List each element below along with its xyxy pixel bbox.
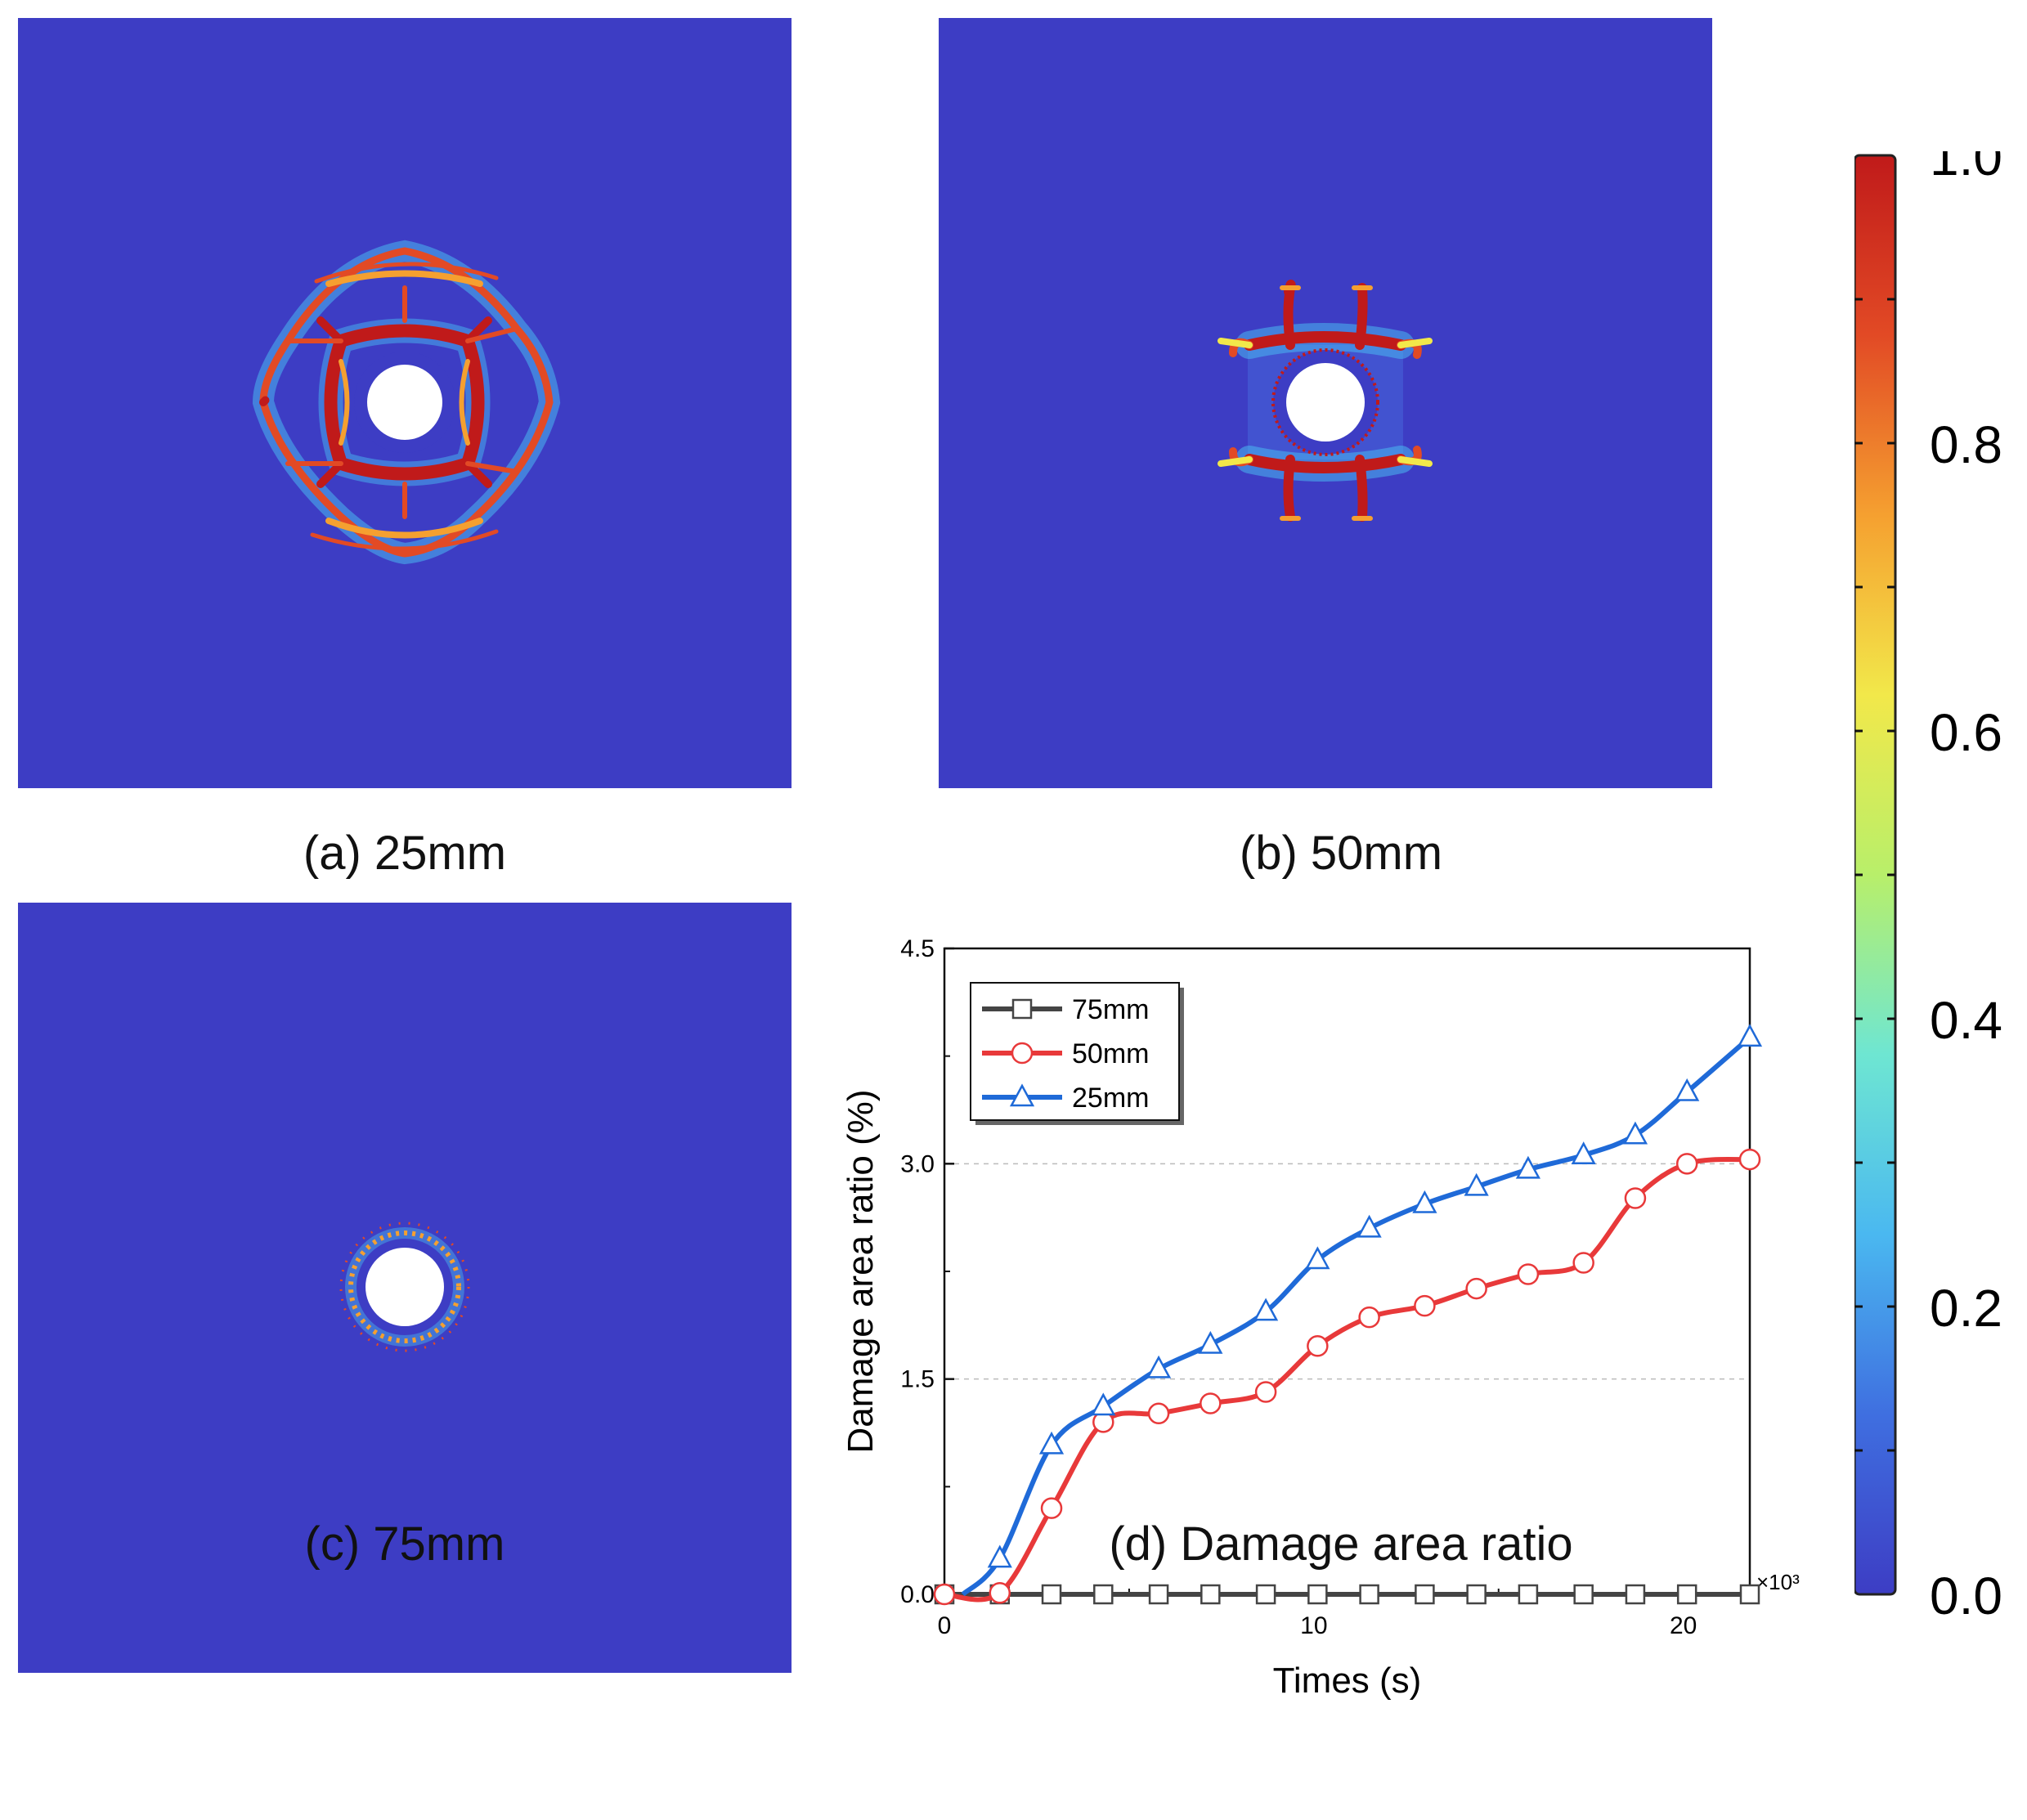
data-point-50mm xyxy=(1572,1252,1594,1274)
data-point-25mm xyxy=(1357,1214,1382,1238)
data-point-25mm xyxy=(1146,1355,1172,1378)
damage-pattern-75mm xyxy=(339,1222,470,1352)
damage-pattern-25mm xyxy=(252,240,561,565)
data-point-25mm xyxy=(1571,1141,1596,1165)
data-point-50mm xyxy=(1414,1294,1436,1317)
series-line-25mm xyxy=(961,1035,1751,1597)
data-point-50mm xyxy=(1738,1148,1761,1171)
damage-colorbar: 1.0 0.8 0.6 0.4 0.2 0.0 xyxy=(1854,151,2002,1623)
data-point-75mm xyxy=(1415,1584,1435,1605)
y-tick-label: 4.5 xyxy=(900,935,935,962)
data-point-75mm xyxy=(1148,1584,1169,1605)
data-point-50mm xyxy=(989,1581,1011,1604)
data-point-50mm xyxy=(1147,1402,1170,1425)
data-point-25mm xyxy=(1675,1078,1700,1101)
data-point-75mm xyxy=(1676,1584,1697,1605)
damage-contour-75mm xyxy=(18,903,792,1673)
data-point-75mm xyxy=(1625,1584,1646,1605)
caption-50mm: (b) 50mm xyxy=(1239,827,1443,880)
x-tick-label: 20 xyxy=(1670,1612,1697,1639)
data-point-50mm xyxy=(933,1583,956,1606)
x-axis-label: Times (s) xyxy=(1273,1661,1422,1701)
data-point-50mm xyxy=(1307,1335,1329,1357)
x-tick-label: 10 xyxy=(1300,1612,1327,1639)
data-point-75mm xyxy=(1041,1584,1062,1605)
series-75mm xyxy=(934,1584,1760,1605)
data-point-50mm xyxy=(1040,1497,1063,1519)
damage-pattern-50mm xyxy=(1218,280,1433,522)
y-axis-label: Damage area ratio (%) xyxy=(841,1089,881,1453)
data-point-25mm xyxy=(1515,1155,1540,1179)
data-point-25mm xyxy=(1038,1431,1065,1455)
y-tick-label: 0.0 xyxy=(900,1581,935,1608)
data-point-50mm xyxy=(1675,1153,1698,1175)
damage-contour-50mm xyxy=(939,18,1712,788)
data-point-25mm xyxy=(1305,1246,1330,1270)
data-point-25mm xyxy=(987,1544,1012,1568)
legend-label-75mm: 75mm xyxy=(1072,994,1149,1025)
colorbar-tick-label: 0.2 xyxy=(1930,1279,2002,1338)
data-point-25mm xyxy=(1198,1330,1223,1354)
legend-label-50mm: 50mm xyxy=(1072,1038,1149,1069)
data-point-50mm xyxy=(1200,1392,1222,1414)
data-point-75mm xyxy=(1518,1584,1539,1605)
data-point-50mm xyxy=(1624,1187,1647,1209)
y-tick-label: 1.5 xyxy=(900,1366,935,1393)
data-point-50mm xyxy=(1358,1306,1380,1329)
caption-25mm: (a) 25mm xyxy=(303,827,507,880)
legend-marker-25mm xyxy=(1009,1083,1035,1107)
data-point-25mm xyxy=(1464,1172,1489,1196)
caption-75mm: (c) 75mm xyxy=(304,1517,505,1571)
legend: 75mm 50mm 25mm xyxy=(970,982,1184,1125)
series-25mm xyxy=(961,1024,1763,1597)
data-point-50mm xyxy=(1465,1277,1487,1300)
data-point-75mm xyxy=(1255,1584,1276,1605)
data-point-25mm xyxy=(1622,1121,1648,1145)
legend-marker-75mm xyxy=(1011,998,1033,1020)
data-point-75mm xyxy=(1307,1584,1328,1605)
series-line-50mm xyxy=(944,1157,1751,1603)
data-point-50mm xyxy=(1517,1263,1540,1285)
x-tick-label: 0 xyxy=(938,1612,952,1639)
damage-area-ratio-chart: 0.0 1.5 3.0 4.5 0 10 20 ×10³ Times (s) Damage are… xyxy=(841,935,1800,1701)
colorbar-tick-label: 0.4 xyxy=(1930,991,2002,1050)
data-point-75mm xyxy=(1466,1584,1487,1605)
legend-label-25mm: 25mm xyxy=(1072,1083,1149,1114)
data-point-75mm xyxy=(1739,1584,1760,1605)
colorbar-tick-label: 0.6 xyxy=(1930,703,2002,762)
colorbar-tick-label: 0.8 xyxy=(1930,415,2002,474)
data-point-75mm xyxy=(1359,1584,1379,1605)
data-point-50mm xyxy=(1254,1381,1277,1403)
data-point-25mm xyxy=(1737,1024,1763,1047)
x-multiplier: ×10³ xyxy=(1756,1570,1800,1594)
y-tick-label: 3.0 xyxy=(900,1150,935,1177)
data-point-75mm xyxy=(1200,1584,1221,1605)
series-50mm xyxy=(933,1148,1761,1606)
data-point-25mm xyxy=(1412,1190,1437,1213)
caption-damage-area-ratio: (d) Damage area ratio xyxy=(1109,1517,1573,1571)
data-point-25mm xyxy=(1253,1298,1279,1321)
colorbar-tick-label: 0.0 xyxy=(1930,1567,2002,1623)
data-point-75mm xyxy=(1573,1584,1594,1605)
data-point-25mm xyxy=(1091,1392,1116,1416)
colorbar-tick-label: 1.0 xyxy=(1930,151,2002,186)
legend-marker-50mm xyxy=(1011,1042,1034,1065)
damage-contour-25mm xyxy=(18,18,792,788)
data-point-75mm xyxy=(1093,1584,1114,1605)
